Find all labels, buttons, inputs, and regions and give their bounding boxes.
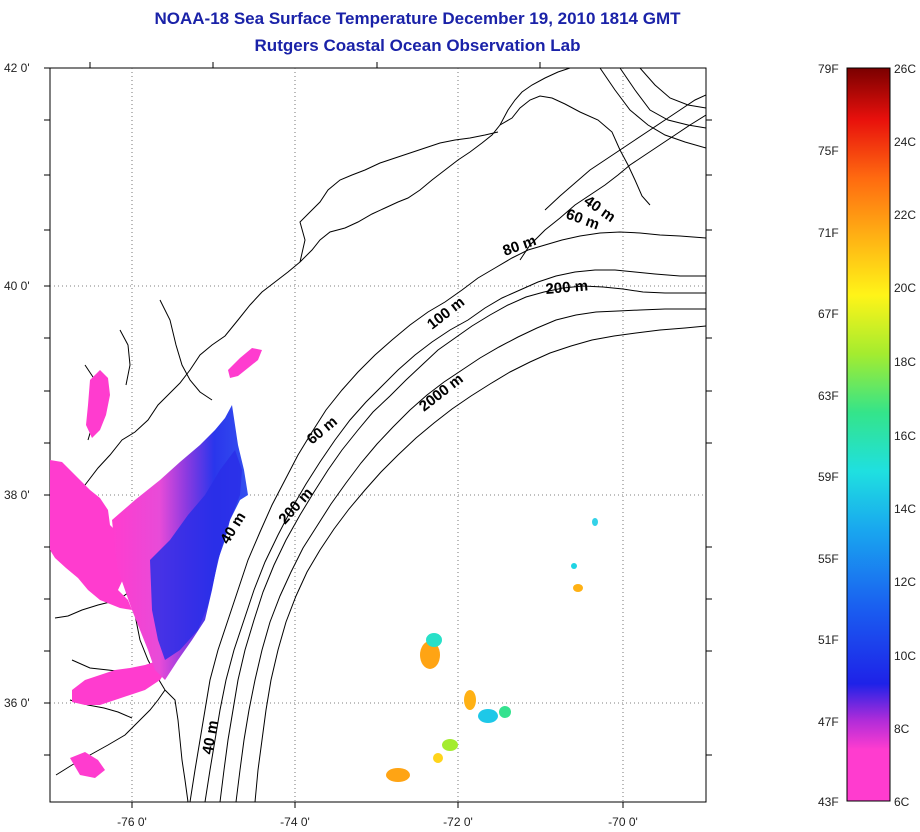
colorbar-f-label: 47F	[818, 715, 839, 729]
colorbar-c-label: 18C	[894, 355, 916, 369]
colorbar: 79F 75F 71F 67F 63F 59F 55F 51F 47F 43F …	[818, 62, 916, 809]
lat-tick-label: 38 0'	[4, 488, 30, 502]
colorbar-f-label: 79F	[818, 62, 839, 76]
colorbar-c-label: 16C	[894, 429, 916, 443]
lat-tick-label: 40 0'	[4, 279, 30, 293]
colorbar-gradient	[846, 67, 891, 802]
colorbar-fahrenheit-labels: 79F 75F 71F 67F 63F 59F 55F 51F 47F 43F	[818, 62, 839, 809]
colorbar-celsius-labels: 26C 24C 22C 20C 18C 16C 14C 12C 10C 8C 6…	[894, 62, 916, 809]
map-frame	[49, 67, 707, 803]
longitude-labels: -76 0' -74 0' -72 0' -70 0'	[117, 815, 638, 829]
colorbar-c-label: 24C	[894, 135, 916, 149]
colorbar-c-label: 26C	[894, 62, 916, 76]
axis-ticks	[44, 62, 712, 808]
colorbar-c-label: 14C	[894, 502, 916, 516]
sst-delaware-bay	[228, 348, 262, 378]
colorbar-c-label: 6C	[894, 795, 910, 809]
colorbar-f-label: 63F	[818, 389, 839, 403]
sst-shelf-core	[150, 450, 242, 660]
chart-subtitle: Rutgers Coastal Ocean Observation Lab	[254, 36, 581, 55]
colorbar-f-label: 55F	[818, 552, 839, 566]
latitude-labels: 42 0' 40 0' 38 0' 36 0'	[4, 61, 30, 710]
colorbar-c-label: 22C	[894, 208, 916, 222]
lon-tick-label: -70 0'	[608, 815, 638, 829]
colorbar-f-label: 51F	[818, 633, 839, 647]
contour-label: 200 m	[545, 277, 589, 298]
bathymetry-contours	[189, 68, 706, 802]
colorbar-c-label: 12C	[894, 575, 916, 589]
chart-title: NOAA-18 Sea Surface Temperature December…	[154, 9, 681, 28]
lon-tick-label: -74 0'	[280, 815, 310, 829]
colorbar-f-label: 67F	[818, 307, 839, 321]
lon-tick-label: -76 0'	[117, 815, 147, 829]
sst-pamlico-sound	[72, 660, 168, 705]
lat-tick-label: 42 0'	[4, 61, 30, 75]
sst-upper-bay	[86, 370, 110, 438]
colorbar-f-label: 59F	[818, 470, 839, 484]
graticule	[50, 68, 706, 802]
contour-label: 40 m	[199, 719, 222, 756]
lat-tick-label: 36 0'	[4, 696, 30, 710]
lon-tick-label: -72 0'	[443, 815, 473, 829]
colorbar-c-label: 20C	[894, 281, 916, 295]
colorbar-c-label: 8C	[894, 722, 910, 736]
colorbar-f-label: 75F	[818, 144, 839, 158]
colorbar-f-label: 71F	[818, 226, 839, 240]
sst-offshore-warm	[386, 518, 598, 782]
sst-pamlico-south	[70, 752, 105, 778]
colorbar-c-label: 10C	[894, 649, 916, 663]
sst-data	[50, 348, 598, 782]
colorbar-f-label: 43F	[818, 795, 839, 809]
